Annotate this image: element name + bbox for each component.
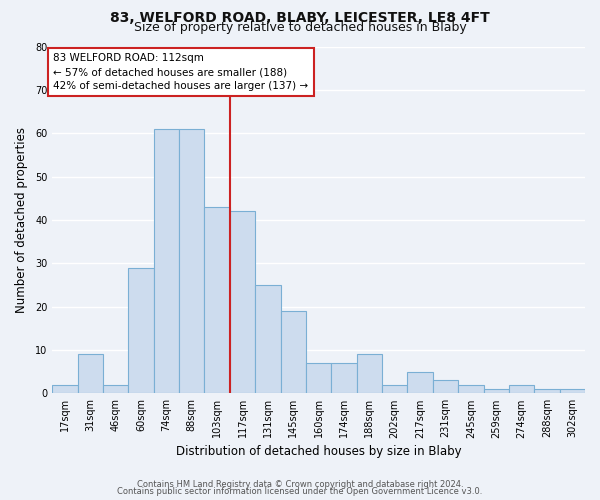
X-axis label: Distribution of detached houses by size in Blaby: Distribution of detached houses by size …: [176, 444, 461, 458]
Text: Contains public sector information licensed under the Open Government Licence v3: Contains public sector information licen…: [118, 487, 482, 496]
Bar: [205, 207, 230, 394]
Bar: [281, 311, 306, 394]
Bar: [230, 211, 255, 394]
Y-axis label: Number of detached properties: Number of detached properties: [15, 127, 28, 313]
Bar: [458, 384, 484, 394]
Bar: [331, 363, 356, 394]
Bar: [128, 268, 154, 394]
Bar: [103, 384, 128, 394]
Bar: [534, 389, 560, 394]
Bar: [433, 380, 458, 394]
Bar: [407, 372, 433, 394]
Bar: [154, 129, 179, 394]
Text: Size of property relative to detached houses in Blaby: Size of property relative to detached ho…: [134, 22, 466, 35]
Text: Contains HM Land Registry data © Crown copyright and database right 2024.: Contains HM Land Registry data © Crown c…: [137, 480, 463, 489]
Bar: [382, 384, 407, 394]
Bar: [356, 354, 382, 394]
Bar: [52, 384, 77, 394]
Bar: [509, 384, 534, 394]
Text: 83 WELFORD ROAD: 112sqm
← 57% of detached houses are smaller (188)
42% of semi-d: 83 WELFORD ROAD: 112sqm ← 57% of detache…: [53, 53, 308, 91]
Bar: [484, 389, 509, 394]
Bar: [560, 389, 585, 394]
Bar: [179, 129, 205, 394]
Bar: [306, 363, 331, 394]
Bar: [255, 285, 281, 394]
Text: 83, WELFORD ROAD, BLABY, LEICESTER, LE8 4FT: 83, WELFORD ROAD, BLABY, LEICESTER, LE8 …: [110, 12, 490, 26]
Bar: [77, 354, 103, 394]
